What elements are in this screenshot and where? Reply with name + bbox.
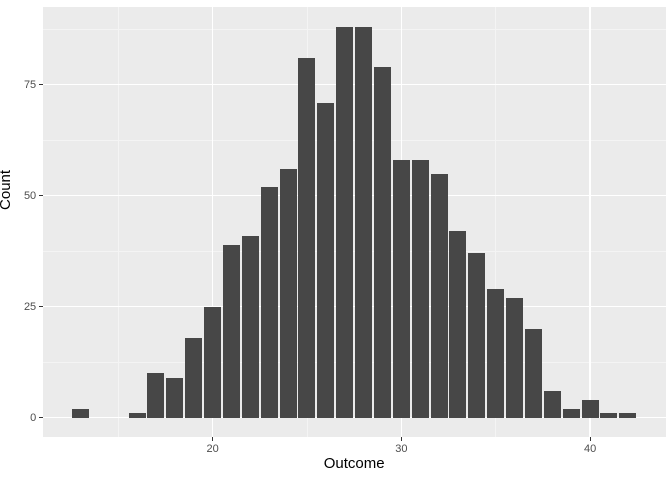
x-tick-label: 20 — [206, 442, 219, 455]
x-tick-mark — [589, 437, 591, 441]
plot-panel — [42, 6, 666, 438]
x-tick-mark — [400, 437, 402, 441]
y-tick-label: 75 — [23, 78, 37, 91]
x-tick-mark — [212, 437, 214, 441]
y-axis-title: Count — [0, 169, 14, 210]
x-tick-label: 40 — [583, 442, 597, 455]
x-axis-title: Outcome — [323, 455, 385, 472]
y-tick-label: 25 — [23, 300, 37, 313]
x-tick-label: 30 — [395, 442, 408, 455]
y-tick-label: 0 — [30, 411, 37, 424]
